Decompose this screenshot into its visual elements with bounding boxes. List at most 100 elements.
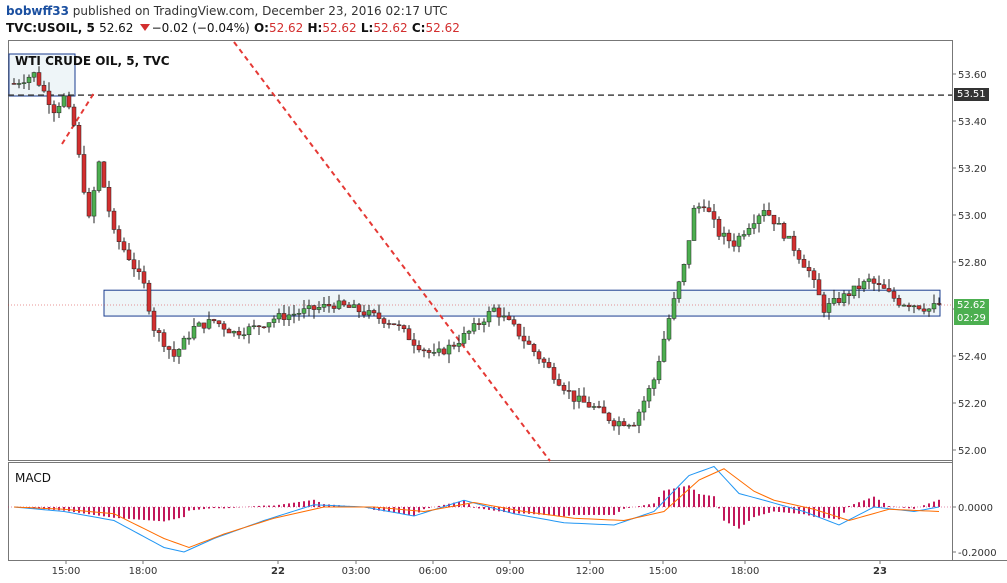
candle-body bbox=[556, 379, 562, 386]
candle-body bbox=[281, 313, 287, 320]
candle-body bbox=[411, 339, 417, 346]
candle-body bbox=[516, 323, 522, 337]
candle-body bbox=[736, 235, 742, 247]
close-label: C: bbox=[411, 21, 426, 35]
candle-body bbox=[81, 154, 87, 193]
time-tick-label: 06:00 bbox=[419, 566, 448, 577]
candle-body bbox=[341, 300, 347, 306]
candle-body bbox=[906, 304, 912, 307]
candle-body bbox=[691, 207, 697, 241]
candle-body bbox=[911, 305, 917, 308]
candle-body bbox=[391, 323, 397, 325]
candle-body bbox=[101, 161, 107, 188]
candle-body bbox=[751, 223, 757, 229]
price-tick-label: 53.20 bbox=[958, 164, 987, 175]
time-tick-label: 15:00 bbox=[649, 566, 678, 577]
low-value: 52.62 bbox=[373, 21, 408, 35]
author-name[interactable]: bobwff33 bbox=[6, 4, 69, 18]
candle-body bbox=[756, 215, 762, 224]
candle-body bbox=[66, 95, 72, 108]
candle-body bbox=[191, 326, 197, 339]
candle-body bbox=[276, 313, 282, 320]
candle-body bbox=[806, 267, 812, 272]
candle-body bbox=[926, 308, 932, 312]
candle-body bbox=[571, 390, 577, 402]
candle-body bbox=[291, 313, 297, 316]
candle-body bbox=[91, 190, 97, 217]
candle-body bbox=[861, 281, 867, 290]
candle-body bbox=[551, 367, 557, 380]
candle-body bbox=[421, 349, 427, 352]
macd-axis: 0.0000 -0.2000 bbox=[952, 503, 997, 559]
price-axis[interactable]: 53.6053.4053.2053.0052.8052.6052.4052.20… bbox=[952, 70, 987, 457]
candle-body bbox=[566, 390, 572, 392]
candle-body bbox=[126, 249, 132, 261]
time-tick-label: 18:00 bbox=[129, 566, 158, 577]
candle-body bbox=[636, 411, 642, 426]
candle-body bbox=[791, 235, 797, 251]
candle-body bbox=[481, 321, 487, 325]
candle-body bbox=[586, 402, 592, 408]
candle-body bbox=[541, 358, 547, 363]
candle-body bbox=[86, 192, 92, 217]
candle-body bbox=[216, 320, 222, 325]
candle-body bbox=[711, 211, 717, 220]
price-tag: 52.62 bbox=[954, 299, 989, 312]
candle-body bbox=[256, 325, 262, 328]
candle-body bbox=[886, 288, 892, 292]
candle-body bbox=[321, 304, 327, 308]
price-tick-label: 52.40 bbox=[958, 352, 987, 363]
candle-body bbox=[461, 333, 467, 344]
time-tick-label: 15:00 bbox=[52, 566, 81, 577]
candle-body bbox=[96, 161, 102, 191]
candle-body bbox=[171, 349, 177, 357]
candle-body bbox=[576, 395, 582, 402]
time-tick-label: 18:00 bbox=[731, 566, 760, 577]
price-tick-label: 52.20 bbox=[958, 399, 987, 410]
candle-body bbox=[466, 330, 472, 334]
price-pane-frame bbox=[8, 40, 953, 461]
candle-body bbox=[536, 351, 542, 360]
candle-body bbox=[721, 232, 727, 237]
macd-label[interactable]: MACD bbox=[15, 471, 51, 485]
candle-body bbox=[896, 298, 902, 306]
candle-body bbox=[931, 303, 937, 310]
symbol-label: TVC:USOIL, 5 bbox=[6, 21, 95, 35]
candle-body bbox=[456, 343, 462, 347]
time-axis[interactable]: 15:00 18:00 22 03:00 06:00 09:00 12:00 15:00 18:… bbox=[52, 560, 887, 577]
candle-body bbox=[561, 385, 567, 391]
candle-body bbox=[426, 350, 432, 353]
chart-title: WTI CRUDE OIL, 5, TVC bbox=[15, 54, 170, 68]
candle-body bbox=[266, 322, 272, 328]
candle-body bbox=[336, 300, 342, 309]
candle-body bbox=[246, 326, 252, 336]
candle-body bbox=[316, 307, 322, 310]
candle-body bbox=[521, 335, 527, 342]
candle-body bbox=[176, 348, 182, 357]
candle-body bbox=[746, 227, 752, 235]
candle-body bbox=[21, 82, 27, 84]
candle-body bbox=[286, 314, 292, 320]
level-tag: 53.51 bbox=[954, 88, 989, 101]
down-arrow-icon bbox=[139, 24, 150, 31]
candle-body bbox=[476, 323, 482, 325]
support-zone-box[interactable] bbox=[103, 289, 941, 317]
price-tick-label: 52.80 bbox=[958, 258, 987, 269]
candle-body bbox=[836, 298, 842, 303]
candle-body bbox=[816, 279, 822, 296]
price-tick-label: 53.00 bbox=[958, 211, 987, 222]
trend-line[interactable] bbox=[233, 41, 551, 462]
macd-tick-label: -0.2000 bbox=[958, 548, 997, 559]
candle-body bbox=[656, 361, 662, 381]
candle-body bbox=[666, 318, 672, 340]
trend-line-small[interactable] bbox=[61, 92, 95, 145]
candle-body bbox=[611, 420, 617, 427]
candle-body bbox=[826, 303, 832, 313]
candle-body bbox=[186, 337, 192, 340]
macd-pane-frame bbox=[8, 462, 953, 561]
low-label: L: bbox=[360, 21, 374, 35]
candle-body bbox=[841, 293, 847, 303]
candle-body bbox=[921, 308, 927, 312]
candle-body bbox=[241, 334, 247, 337]
